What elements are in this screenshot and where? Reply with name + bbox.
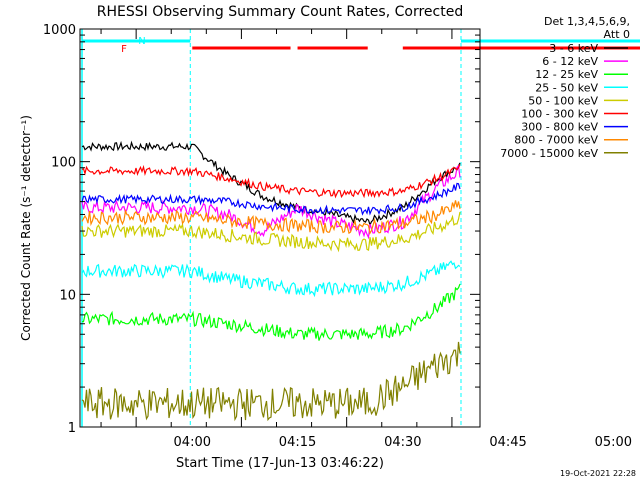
series-line-1 [81,140,461,227]
plot-frame [79,28,481,428]
series-line-5 [81,211,461,253]
legend-label: 7000 - 15000 keV [500,147,598,160]
legend-label: 6 - 12 keV [542,55,598,68]
legend-label: 50 - 100 keV [528,94,598,107]
y-tick-label: 1 [68,421,76,436]
x-tick-label: 05:00 [595,435,632,450]
series-line-8 [81,200,461,235]
legend-header-1: Det 1,3,4,5,6,9, [544,15,630,28]
legend-label: 3 - 6 keV [549,42,598,55]
series-line-7 [81,182,461,216]
legend-label: 12 - 25 keV [535,68,598,81]
series-line-4 [81,260,461,298]
series-line-2 [81,164,461,240]
y-tick-label: 100 [51,156,76,171]
saa-flag-label: N [138,36,145,47]
legend-label: 100 - 300 keV [521,108,598,121]
x-tick-label: 04:15 [279,435,316,450]
x-axis-label: Start Time (17-Jun-13 03:46:22) [176,456,384,471]
legend-label: 800 - 7000 keV [514,134,598,147]
chart-title: RHESSI Observing Summary Count Rates, Co… [97,4,463,20]
series-line-6 [81,164,461,199]
legend-label: 25 - 50 keV [535,81,598,94]
x-tick-label: 04:45 [489,435,526,450]
y-tick-label: 10 [59,288,76,303]
legend-header-2: Att 0 [604,28,630,41]
x-tick-label: 04:00 [174,435,211,450]
legend-label: 300 - 800 keV [521,121,598,134]
series-line-9 [81,341,461,422]
flare-flag-label: F [121,44,127,55]
timestamp: 19-Oct-2021 22:28 [560,469,636,478]
y-axis-label: Corrected Count Rate (s⁻¹ detector⁻¹) [19,115,33,341]
y-tick-label: 1000 [43,23,76,38]
series-line-3 [82,283,461,341]
x-tick-label: 04:30 [384,435,421,450]
